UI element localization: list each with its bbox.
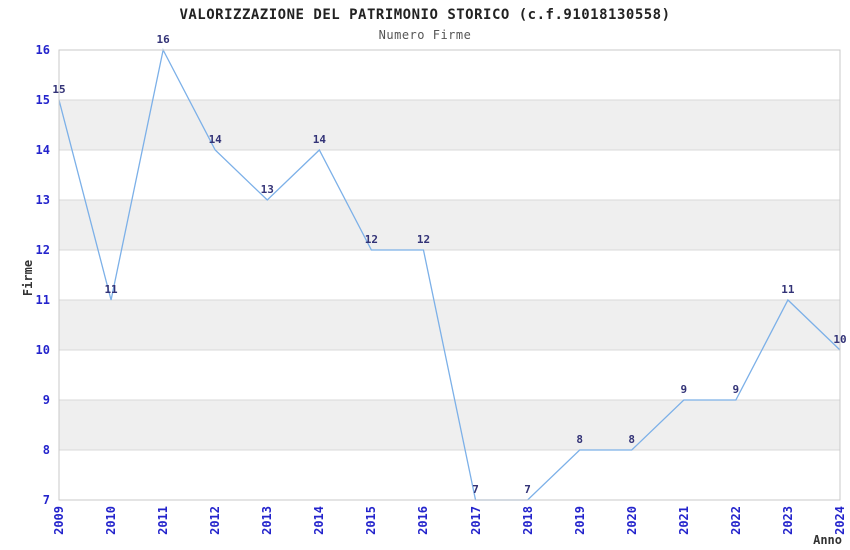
- x-tick-label: 2011: [156, 506, 171, 535]
- x-tick-label: 2016: [416, 506, 431, 535]
- y-tick-label: 8: [42, 443, 50, 457]
- x-tick-label: 2022: [728, 506, 743, 535]
- x-axis-title: Anno: [813, 533, 842, 547]
- point-label: 9: [680, 383, 688, 396]
- grid-band: [59, 200, 840, 250]
- point-label: 12: [364, 233, 379, 246]
- point-label: 9: [732, 383, 740, 396]
- chart-subtitle: Numero Firme: [378, 28, 472, 42]
- point-label: 8: [628, 433, 636, 446]
- y-tick-label: 13: [35, 193, 50, 207]
- point-label: 11: [781, 283, 795, 296]
- y-tick-label: 10: [35, 343, 50, 357]
- point-label: 10: [833, 333, 847, 346]
- x-tick-label: 2013: [260, 506, 275, 535]
- y-tick-label: 14: [35, 143, 50, 157]
- point-label: 7: [524, 483, 531, 496]
- y-tick-label: 16: [35, 43, 50, 57]
- grid-band: [59, 100, 840, 150]
- x-tick-label: 2021: [676, 506, 691, 535]
- x-tick-label: 2012: [208, 506, 223, 535]
- point-label: 14: [208, 133, 222, 146]
- x-tick-label: 2019: [572, 506, 587, 535]
- point-label: 7: [472, 483, 479, 496]
- y-tick-label: 7: [42, 493, 50, 507]
- x-tick-label: 2015: [364, 506, 379, 535]
- plot-border: [58, 49, 841, 501]
- grid-band: [59, 400, 840, 450]
- point-label: 15: [52, 83, 66, 96]
- point-label: 12: [416, 233, 431, 246]
- chart-title: VALORIZZAZIONE DEL PATRIMONIO STORICO (c…: [179, 7, 671, 23]
- y-axis-title: Firme: [21, 259, 35, 297]
- x-tick-label: 2018: [520, 506, 535, 535]
- y-tick-label: 12: [35, 243, 50, 257]
- x-tick-label: 2017: [468, 506, 483, 535]
- x-tick-label: 2020: [624, 506, 639, 535]
- x-tick-label: 2023: [780, 506, 795, 535]
- point-label: 16: [156, 33, 170, 46]
- point-label: 11: [104, 283, 118, 296]
- grid-band: [59, 300, 840, 350]
- point-label: 8: [576, 433, 583, 446]
- point-label: 13: [260, 183, 274, 196]
- y-tick-label: 11: [35, 293, 50, 307]
- point-label: 14: [312, 133, 326, 146]
- x-tick-label: 2014: [312, 506, 327, 535]
- y-tick-label: 15: [35, 93, 50, 107]
- y-tick-label: 9: [42, 393, 50, 407]
- x-tick-label: 2009: [52, 506, 66, 535]
- series-line: [58, 48, 841, 501]
- x-tick-label: 2010: [104, 506, 119, 535]
